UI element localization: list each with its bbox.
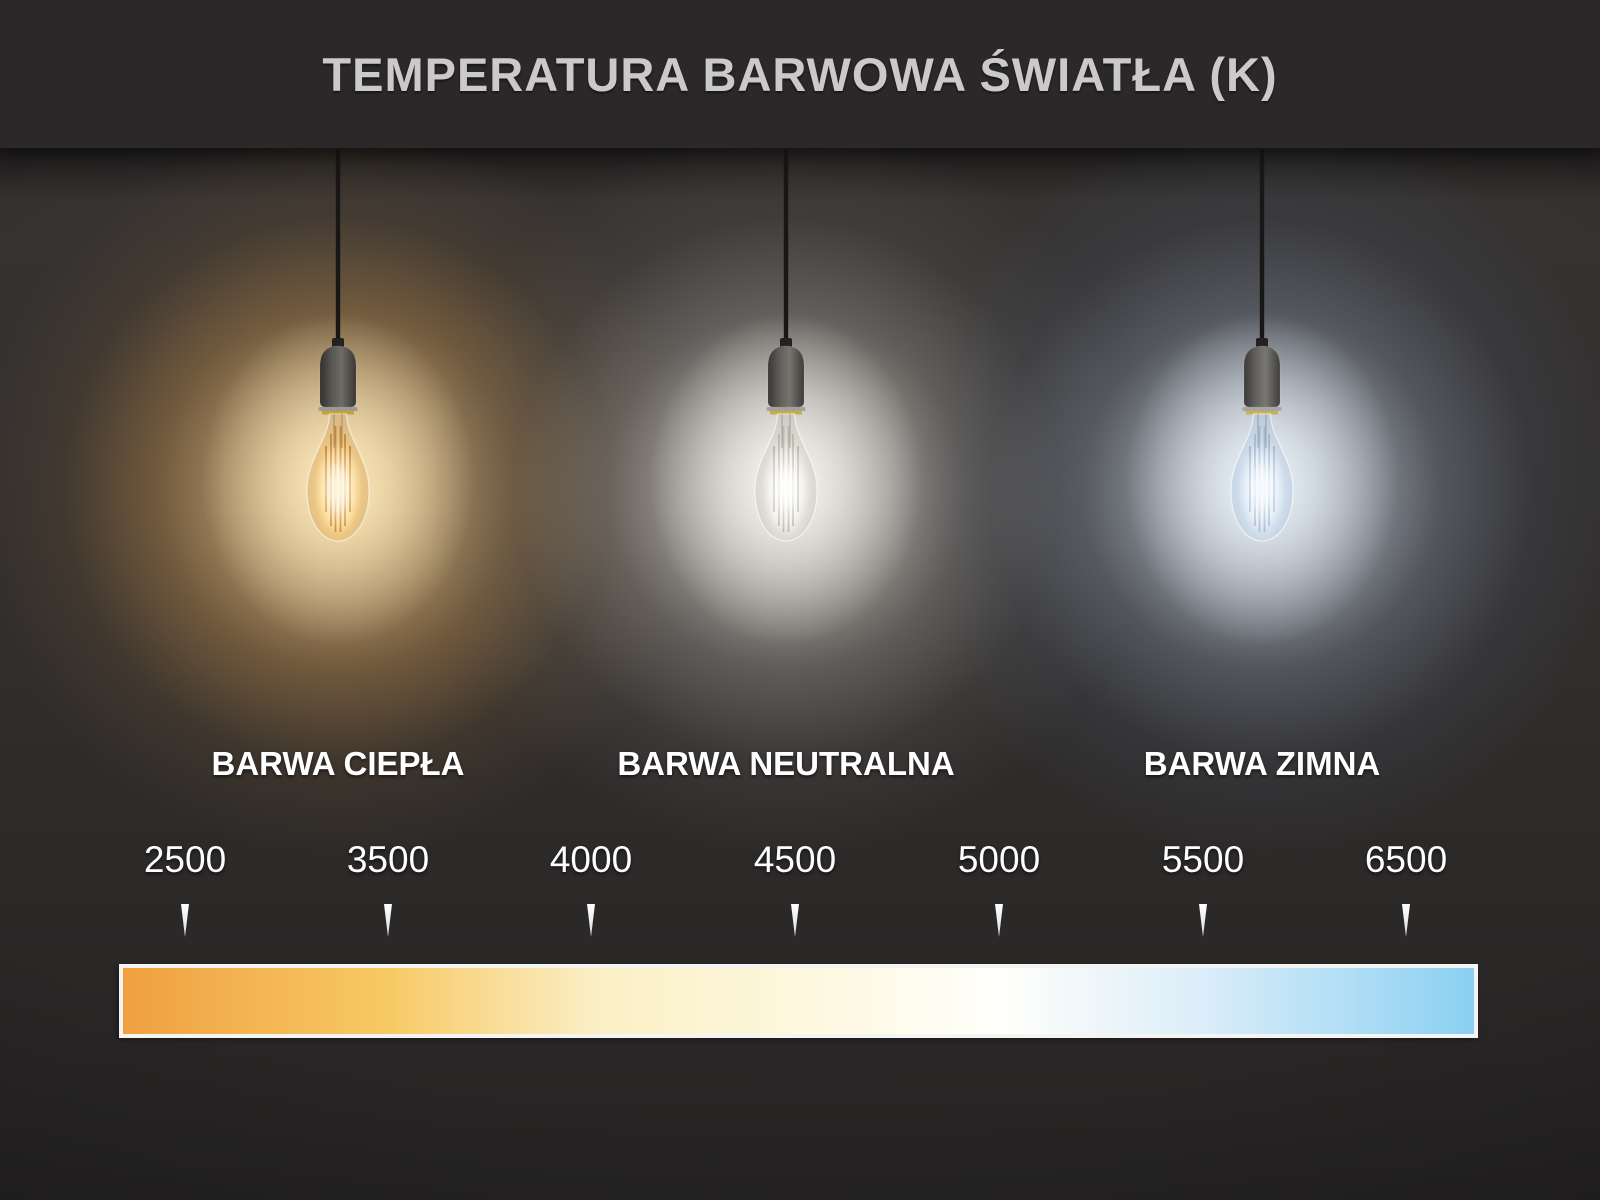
tick-value: 3500: [346, 839, 430, 880]
bulb-label-cold: BARWA ZIMNA: [1143, 745, 1381, 782]
tick-value: 5000: [957, 839, 1041, 880]
temperature-gradient-bar: [123, 968, 1474, 1034]
tick-pointer-icon: [1199, 904, 1207, 937]
bulb-label-neutral: BARWA NEUTRALNA: [617, 745, 955, 782]
page-title: TEMPERATURA BARWOWA ŚWIATŁA (K): [322, 47, 1278, 101]
tick-value: 2500: [143, 839, 227, 880]
tick-pointer-icon: [995, 904, 1003, 937]
header-band: TEMPERATURA BARWOWA ŚWIATŁA (K): [0, 0, 1600, 148]
tick-value: 4500: [753, 839, 837, 880]
tick-pointer-icon: [1402, 904, 1410, 937]
temperature-gradient-bar-frame: [119, 964, 1478, 1038]
bulb-label-warm: BARWA CIEPŁA: [211, 745, 465, 782]
tick-pointer-icon: [791, 904, 799, 937]
tick-pointer-icon: [587, 904, 595, 937]
tick-pointer-icon: [181, 904, 189, 937]
tick-pointer-icon: [384, 904, 392, 937]
light-bulb-icon: [306, 150, 370, 542]
tick-value: 6500: [1364, 839, 1448, 880]
light-bulb-icon: [1230, 150, 1294, 542]
tick-value: 5500: [1161, 839, 1245, 880]
tick-value: 4000: [549, 839, 633, 880]
light-bulb-icon: [754, 150, 818, 542]
